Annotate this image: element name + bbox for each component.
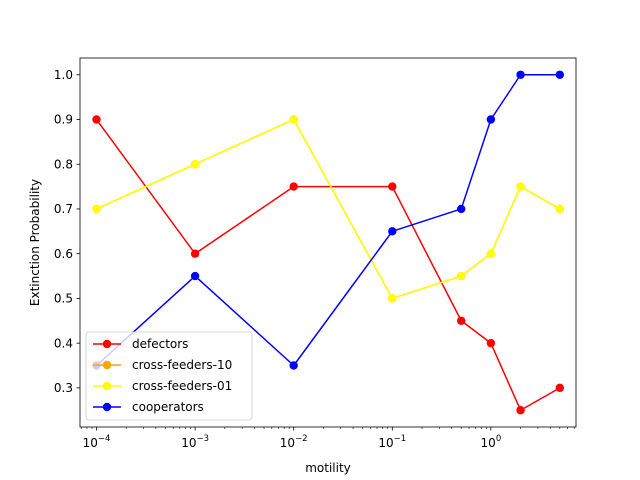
legend-label-0: defectors [132,337,188,351]
legend: defectors cross-feeders-10 cross-feeders-0… [85,331,253,421]
y-tick-label: 0.8 [54,157,73,171]
x-tick-label: 10−3 [181,434,209,450]
data-point-3-2 [289,361,298,370]
data-point-3-3 [388,227,397,236]
series-line-2 [96,118,561,300]
legend-box [85,331,253,421]
data-point-2-4 [457,271,466,281]
data-point-3-6 [516,70,525,79]
x-tick-label: 10−1 [378,434,406,450]
y-tick-label: 1.0 [54,68,73,82]
plot-area [79,57,577,428]
series-line-0 [95,119,561,411]
legend-label-3: cooperators [132,400,204,414]
data-point-3-1 [190,271,200,281]
legend-marker-2 [102,381,112,391]
x-axis: 10−4 10−3 10−2 10−1 100 [80,427,575,450]
axes-frame [79,57,577,428]
x-axis-label: motility [305,461,351,475]
data-point-0-5 [486,338,496,348]
y-axis-label: Extinction Probability [28,179,42,306]
y-axis: 0.3 0.4 0.5 0.6 0.7 0.8 0.9 1.0 [54,68,80,395]
legend-label-1: cross-feeders-10 [132,358,232,372]
legend-marker-1 [102,360,112,370]
data-point-2-3 [388,294,397,303]
data-point-3-5 [486,115,496,124]
x-tick-label: 10−2 [280,434,308,450]
y-tick-label: 0.9 [54,113,73,127]
legend-label-2: cross-feeders-01 [132,379,232,393]
y-tick-label: 0.5 [54,292,73,306]
data-point-3-4 [457,204,466,214]
legend-marker-3 [102,402,112,412]
data-point-2-5 [486,249,496,258]
series-line-3 [96,74,560,367]
data-point-0-4 [457,316,466,325]
data-point-0-0 [92,115,101,124]
data-point-2-2 [289,115,298,124]
y-tick-label: 0.3 [54,381,73,395]
data-point-2-7 [555,204,564,214]
y-tick-label: 0.7 [54,202,73,216]
data-point-0-7 [555,383,564,393]
x-tick-label: 10−4 [83,434,111,450]
data-point-0-6 [516,406,525,415]
data-point-2-0 [92,204,101,214]
data-point-0-1 [190,249,200,258]
data-point-3-7 [555,70,564,79]
legend-marker-0 [102,339,112,349]
data-point-0-3 [388,182,397,191]
data-point-2-6 [516,182,525,191]
y-tick-label: 0.4 [54,336,73,350]
y-tick-label: 0.6 [54,247,73,261]
data-point-2-1 [190,160,200,169]
data-point-0-2 [289,182,298,191]
x-tick-label: 100 [481,434,502,450]
